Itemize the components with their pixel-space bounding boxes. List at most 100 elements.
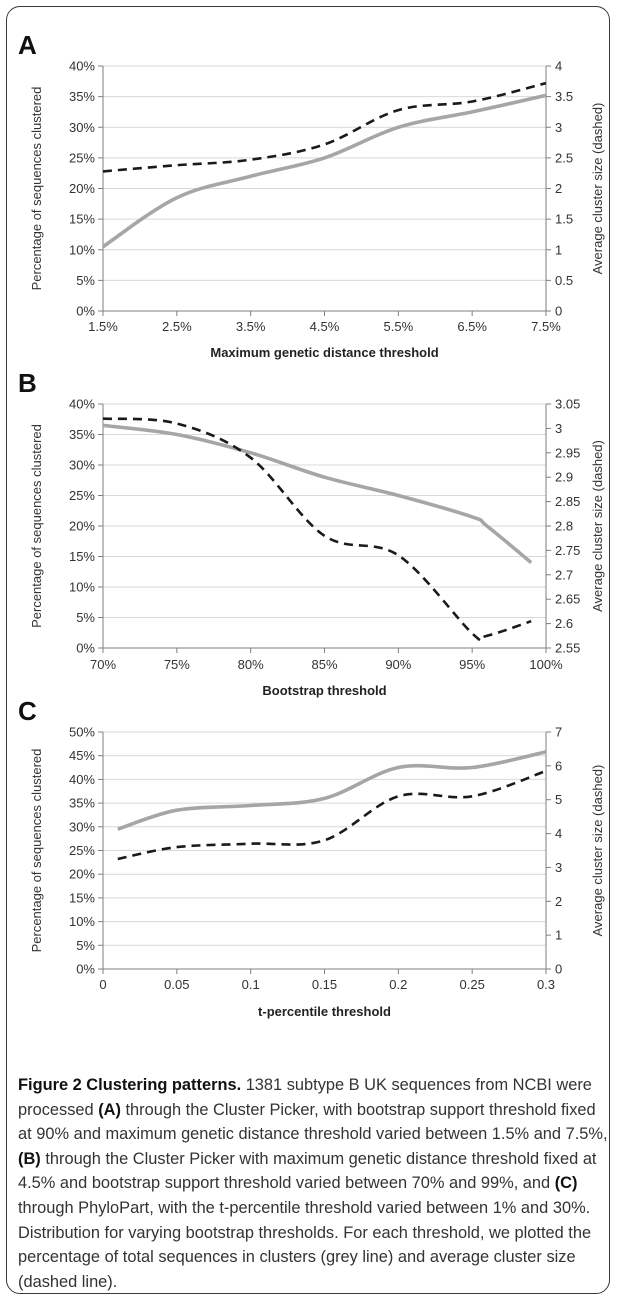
y-right-tick-label: 0 bbox=[555, 304, 562, 319]
y-right-tick-label: 5 bbox=[555, 792, 562, 807]
x-axis-title: Bootstrap threshold bbox=[262, 683, 386, 698]
y-right-tick-label: 2 bbox=[555, 894, 562, 909]
x-tick-label: 0.15 bbox=[312, 977, 337, 992]
x-tick-label: 4.5% bbox=[310, 319, 340, 334]
y-right-tick-label: 0 bbox=[555, 962, 562, 977]
x-tick-label: 5.5% bbox=[384, 319, 414, 334]
y-left-tick-label: 45% bbox=[69, 748, 95, 763]
y-left-tick-label: 10% bbox=[69, 242, 95, 257]
caption-ref-c: (C) bbox=[554, 1174, 578, 1193]
x-tick-label: 3.5% bbox=[236, 319, 266, 334]
y-left-tick-label: 40% bbox=[69, 772, 95, 787]
figure-frame bbox=[6, 6, 610, 1294]
x-tick-label: 0 bbox=[99, 977, 106, 992]
y-left-axis-title: Percentage of sequences clustered bbox=[29, 424, 44, 628]
y-left-tick-label: 30% bbox=[69, 819, 95, 834]
y-left-tick-label: 35% bbox=[69, 427, 95, 442]
caption-text-1: 1381 subtype B UK sequences from NCBI we… bbox=[18, 1076, 592, 1119]
y-right-tick-label: 3 bbox=[555, 120, 562, 135]
caption-text-4: through PhyloPart, with the t-percentile… bbox=[18, 1198, 592, 1291]
y-right-tick-label: 0.5 bbox=[555, 273, 573, 288]
x-tick-label: 80% bbox=[238, 657, 264, 672]
y-left-tick-label: 0% bbox=[76, 304, 95, 319]
panel-label: C bbox=[18, 696, 37, 726]
y-left-tick-label: 15% bbox=[69, 549, 95, 564]
y-left-tick-label: 30% bbox=[69, 120, 95, 135]
panel-label: A bbox=[18, 30, 37, 60]
x-tick-label: 95% bbox=[459, 657, 485, 672]
y-right-tick-label: 1.5 bbox=[555, 212, 573, 227]
panel-label: B bbox=[18, 368, 37, 398]
x-axis-title: Maximum genetic distance threshold bbox=[210, 345, 438, 360]
y-right-tick-label: 1 bbox=[555, 242, 562, 257]
x-tick-label: 0.2 bbox=[389, 977, 407, 992]
series-line-dashed bbox=[102, 81, 547, 173]
series-line-solid bbox=[117, 750, 547, 831]
y-right-tick-label: 2.7 bbox=[555, 567, 573, 582]
y-left-tick-label: 40% bbox=[69, 397, 95, 412]
series-line-solid bbox=[102, 93, 547, 249]
y-right-tick-label: 2.85 bbox=[555, 494, 580, 509]
y-right-axis-title: Average cluster size (dashed) bbox=[590, 765, 605, 937]
y-right-axis-title: Average cluster size (dashed) bbox=[590, 103, 605, 275]
y-right-tick-label: 2.8 bbox=[555, 519, 573, 534]
caption-text-2: through the Cluster Picker, with bootstr… bbox=[18, 1100, 608, 1144]
y-left-tick-label: 35% bbox=[69, 796, 95, 811]
y-left-tick-label: 50% bbox=[69, 725, 95, 740]
y-right-tick-label: 2.65 bbox=[555, 592, 580, 607]
y-right-tick-label: 2.75 bbox=[555, 543, 580, 558]
x-tick-label: 0.25 bbox=[460, 977, 485, 992]
y-left-axis-title: Percentage of sequences clustered bbox=[29, 87, 44, 291]
y-left-tick-label: 20% bbox=[69, 181, 95, 196]
y-left-axis-title: Percentage of sequences clustered bbox=[29, 749, 44, 953]
y-left-tick-label: 40% bbox=[69, 59, 95, 74]
y-right-axis-title: Average cluster size (dashed) bbox=[590, 440, 605, 612]
y-right-tick-label: 6 bbox=[555, 758, 562, 773]
y-right-tick-label: 3.05 bbox=[555, 397, 580, 412]
chart-panel-b: 0% 5% 10% 15% 20% 25% 30% 35% 40% 2.55 2.6 2.65 2.7 2… bbox=[18, 368, 605, 698]
y-right-tick-label: 2.6 bbox=[555, 616, 573, 631]
x-tick-label: 0.05 bbox=[164, 977, 189, 992]
y-left-tick-label: 5% bbox=[76, 938, 95, 953]
chart-panel-a: 0% 5% 10% 15% 20% 25% 30% 35% 40% 0 0.5 1 1.5 2 2.5 3 3.… bbox=[18, 30, 605, 360]
figure-caption: Figure 2 Clustering patterns. 1381 subty… bbox=[18, 1073, 608, 1294]
y-right-tick-label: 7 bbox=[555, 725, 562, 740]
y-left-tick-label: 10% bbox=[69, 580, 95, 595]
y-right-tick-label: 4 bbox=[555, 826, 562, 841]
y-right-tick-label: 1 bbox=[555, 928, 562, 943]
x-tick-label: 85% bbox=[311, 657, 337, 672]
y-left-tick-label: 20% bbox=[69, 867, 95, 882]
y-right-tick-label: 3 bbox=[555, 421, 562, 436]
y-right-tick-label: 3.5 bbox=[555, 89, 573, 104]
y-left-tick-label: 15% bbox=[69, 212, 95, 227]
y-left-tick-label: 5% bbox=[76, 610, 95, 625]
y-left-tick-label: 15% bbox=[69, 890, 95, 905]
x-tick-label: 2.5% bbox=[162, 319, 192, 334]
x-tick-label: 6.5% bbox=[457, 319, 487, 334]
y-right-tick-label: 4 bbox=[555, 59, 562, 74]
y-left-tick-label: 0% bbox=[76, 641, 95, 656]
series-line-solid bbox=[102, 423, 533, 564]
caption-title: Figure 2 Clustering patterns. bbox=[18, 1076, 242, 1094]
y-left-tick-label: 20% bbox=[69, 519, 95, 534]
y-right-tick-label: 2 bbox=[555, 181, 562, 196]
series-line-dashed bbox=[117, 769, 547, 861]
y-left-tick-label: 25% bbox=[69, 150, 95, 165]
x-tick-label: 0.1 bbox=[242, 977, 260, 992]
caption-ref-b: (B) bbox=[18, 1149, 41, 1168]
caption-text-3: through the Cluster Picker with maximum … bbox=[18, 1149, 597, 1193]
x-tick-label: 0.3 bbox=[537, 977, 555, 992]
y-left-tick-label: 35% bbox=[69, 89, 95, 104]
y-right-tick-label: 2.5 bbox=[555, 150, 573, 165]
x-tick-label: 1.5% bbox=[88, 319, 118, 334]
y-right-tick-label: 2.55 bbox=[555, 641, 580, 656]
caption-ref-a: (A) bbox=[98, 1100, 121, 1119]
y-left-tick-label: 0% bbox=[76, 962, 95, 977]
y-left-tick-label: 5% bbox=[76, 273, 95, 288]
x-tick-label: 7.5% bbox=[531, 319, 561, 334]
y-left-tick-label: 10% bbox=[69, 914, 95, 929]
x-tick-label: 100% bbox=[529, 657, 563, 672]
y-right-tick-label: 2.95 bbox=[555, 445, 580, 460]
x-tick-label: 75% bbox=[164, 657, 190, 672]
x-tick-label: 90% bbox=[385, 657, 411, 672]
